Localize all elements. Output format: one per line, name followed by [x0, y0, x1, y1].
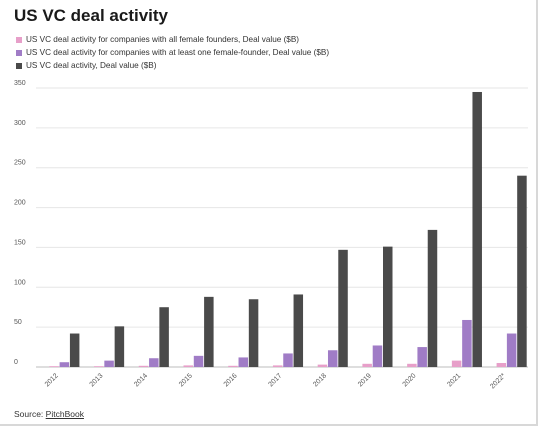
- x-tick-label: 2019: [357, 372, 373, 388]
- legend-label-total: US VC deal activity, Deal value ($B): [26, 61, 157, 70]
- bar-one-female: [417, 347, 427, 367]
- x-tick-label: 2021: [446, 372, 462, 388]
- y-tick-label: 300: [14, 120, 26, 127]
- bar-female: [49, 366, 59, 367]
- source-note: Source: PitchBook: [14, 409, 84, 419]
- bar-total: [472, 91, 482, 367]
- chart-title: US VC deal activity: [14, 6, 169, 25]
- bar-female: [138, 365, 149, 367]
- bar-female: [407, 363, 417, 367]
- y-tick-label: 350: [14, 80, 26, 87]
- x-tick-label: 2020: [402, 372, 418, 388]
- bar-one-female: [193, 355, 204, 367]
- legend-item-one-female: US VC deal activity for companies with a…: [16, 46, 329, 59]
- y-tick-label: 150: [14, 239, 26, 246]
- bar-one-female: [372, 345, 383, 367]
- bar-female: [496, 363, 507, 367]
- bar-total: [159, 307, 169, 367]
- x-tick-label: 2022*: [489, 372, 507, 390]
- legend-item-female: US VC deal activity for companies with a…: [16, 33, 329, 46]
- y-tick-label: 250: [14, 160, 26, 167]
- bar-one-female: [149, 358, 159, 367]
- y-tick-label: 100: [14, 279, 26, 286]
- bar-total: [69, 333, 80, 367]
- x-tick-label: 2013: [89, 372, 105, 388]
- legend-swatch-one-female: [16, 49, 22, 56]
- bar-female: [317, 364, 328, 367]
- y-tick-label: 0: [14, 359, 18, 366]
- bar-total: [293, 294, 304, 367]
- x-tick-label: 2016: [223, 372, 239, 388]
- legend-swatch-total: [16, 62, 22, 69]
- bar-one-female: [506, 333, 517, 367]
- legend-swatch-female: [16, 36, 22, 43]
- x-tick-label: 2015: [178, 372, 194, 388]
- bar-total: [517, 175, 527, 367]
- legend-label-one-female: US VC deal activity for companies with a…: [26, 48, 330, 57]
- x-tick-label: 2012: [44, 372, 60, 388]
- bar-one-female: [327, 350, 338, 367]
- bar-one-female: [462, 319, 472, 367]
- bar-one-female: [283, 353, 293, 367]
- bar-one-female: [238, 357, 249, 367]
- y-tick-label: 50: [14, 319, 22, 326]
- bar-total: [248, 299, 259, 367]
- x-tick-label: 2018: [312, 372, 328, 388]
- bar-total: [338, 249, 348, 367]
- bar-one-female: [59, 362, 70, 367]
- bar-female: [228, 365, 238, 367]
- x-tick-label: 2017: [267, 372, 283, 388]
- bar-female: [272, 365, 283, 367]
- bar-total: [427, 229, 438, 367]
- source-prefix: Source:: [14, 409, 44, 419]
- bar-female: [362, 363, 372, 367]
- bar-female: [183, 365, 193, 367]
- legend-label-female: US VC deal activity for companies with a…: [26, 35, 300, 44]
- bar-total: [114, 326, 125, 367]
- bar-female: [451, 360, 462, 367]
- legend-item-total: US VC deal activity, Deal value ($B): [16, 59, 329, 72]
- bar-total: [383, 246, 393, 367]
- legend: US VC deal activity for companies with a…: [16, 33, 329, 72]
- x-tick-label: 2014: [133, 372, 149, 388]
- bar-female: [94, 366, 104, 367]
- source-link[interactable]: PitchBook: [45, 409, 84, 419]
- bar-total: [204, 296, 214, 367]
- bar-one-female: [104, 360, 114, 367]
- y-tick-label: 200: [14, 200, 26, 207]
